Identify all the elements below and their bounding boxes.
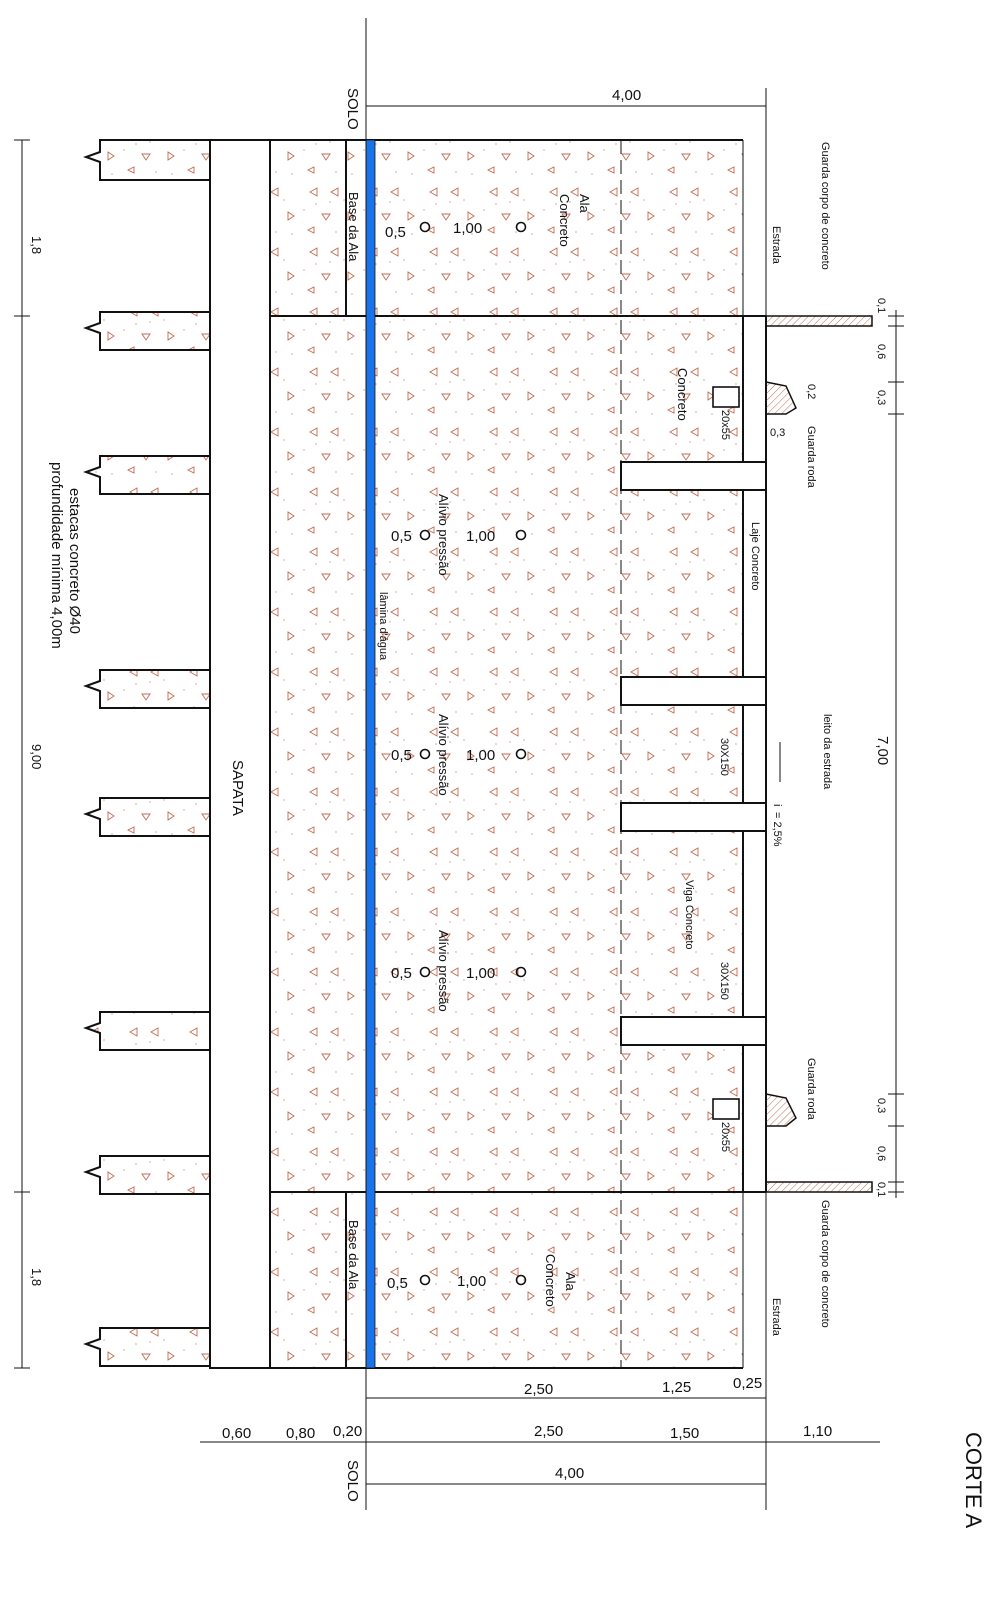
box-20x55-bottom [712,1098,740,1120]
dim-20x55-top: 20x55 [719,410,731,440]
dim-100-a: 1,00 [466,528,495,545]
dim-100-bottom: 1,00 [457,1273,486,1290]
box-20x55-top [712,386,740,408]
width-7: 7,00 [874,736,891,765]
reference-lines [365,18,767,1510]
viga-concreto: Viga Concreto [683,880,695,950]
laje-concreto: Laje Concreto [749,522,761,591]
dim-30x150-a: 30X150 [718,738,730,776]
dim-100-c: 1,00 [466,965,495,982]
alivio-1: Alívio pressão [436,494,451,576]
incl-i: i [771,804,783,806]
base-ala-bottom: Base da Ala [346,1220,361,1290]
beam-1 [620,461,767,491]
guarda-corpo-bottom [765,1181,873,1193]
dim-03-bottom: 0,3 [875,1098,887,1113]
alivio-2: Alívio pressão [436,714,451,796]
pile-4 [83,669,210,709]
guarda-corpo-top [765,315,873,327]
concreto-bottom: Concreto [543,1254,558,1307]
dim-100-top: 1,00 [453,220,482,237]
dim-row1-025: 0,25 [733,1375,762,1392]
guarda-roda-top [765,381,797,415]
dim-row1-125: 1,25 [662,1379,691,1396]
alivio-3: Alívio pressão [436,930,451,1012]
dim-06-top: 0,6 [875,344,887,359]
guarda-corpo-top-label: Guarda corpo de concreto [819,142,831,270]
dim-05-top: 0,5 [385,224,406,241]
pile-6 [83,1011,210,1051]
hole-markers [419,221,527,1286]
dim-row2-020: 0,20 [333,1423,362,1440]
dim-left-top: 1,8 [29,236,44,254]
dim-01-bottom: 0,1 [875,1182,887,1197]
beam-4 [620,1016,767,1046]
dim-20x55-bottom: 20x55 [719,1122,731,1152]
guarda-corpo-bottom-label: Guarda corpo de concreto [819,1200,831,1328]
dim-05-a: 0,5 [391,528,412,545]
concreto-mid: Concreto [675,368,690,421]
water-blade-line [365,139,376,1369]
dim-06-bottom: 0,6 [875,1146,887,1161]
pile-2 [83,311,210,351]
dim-05-b: 0,5 [391,747,412,764]
dimension-lines [14,105,904,1485]
pile-5 [83,797,210,837]
width-4-top: 4,00 [612,87,641,104]
dim-05-bottom: 0,5 [387,1275,408,1292]
main-fill [270,316,743,1192]
dim-row2-080: 0,80 [286,1425,315,1442]
dim-left-bottom: 1,8 [29,1268,44,1286]
ala-bottom: Ala [563,1272,578,1292]
ala-bottom-fill [270,1192,743,1368]
dim-100-b: 1,00 [466,747,495,764]
labels: SOLO 4,00 Guarda corpo de concreto Estra… [29,87,986,1529]
solo-bottom: SOLO [344,1460,361,1502]
estrada-top: Estrada [770,226,782,265]
beam-2 [620,676,767,706]
lamina-agua: lâmina d'água [377,592,389,661]
dim-03-small: 0,3 [770,427,785,439]
ala-top: Ala [577,194,592,214]
dim-left-mid: 9,00 [29,744,44,769]
drawing-title: CORTE A [961,1432,986,1529]
dim-row2-060: 0,60 [222,1425,251,1442]
leito-estrada: leito da estrada [821,714,833,790]
dim-30x150-b: 30X150 [718,962,730,1000]
concreto-top: Concreto [557,194,572,247]
pile-8 [83,1327,210,1367]
sapata-label: SAPATA [229,760,246,816]
dim-row2-250: 2,50 [534,1423,563,1440]
width-4-bottom: 4,00 [555,1465,584,1482]
incl-val: = 2,5% [771,812,783,847]
sapata [209,139,271,1369]
guarda-roda-bottom [765,1093,797,1127]
dim-05-c: 0,5 [391,965,412,982]
base-ala-top: Base da Ala [346,192,361,262]
pile-1 [83,139,210,181]
dim-01-top: 0,1 [875,298,887,313]
pile-3 [83,455,210,495]
pile-7 [83,1155,210,1195]
dim-03-top: 0,3 [875,390,887,405]
estacas-2: profundidade mínima 4,00m [48,462,65,649]
guarda-roda-bottom-label: Guarda roda [805,1058,817,1121]
beam-3 [620,802,767,832]
solo-top: SOLO [344,88,361,130]
estrada-bottom: Estrada [770,1298,782,1337]
dim-02: 0,2 [805,384,817,399]
dim-row1-250: 2,50 [524,1381,553,1398]
ala-top-fill [270,140,743,316]
dim-row2-150: 1,50 [670,1425,699,1442]
estacas-1: estacas concreto Ø40 [66,488,83,634]
dim-row2-110: 1,10 [803,1423,832,1440]
piles [83,139,210,1367]
guarda-roda-top-label: Guarda roda [805,426,817,489]
